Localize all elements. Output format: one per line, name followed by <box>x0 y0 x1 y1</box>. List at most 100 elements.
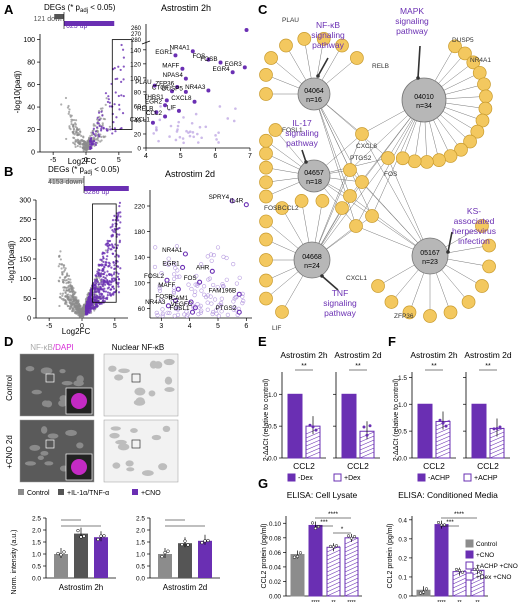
volcano-point-sig <box>113 103 116 106</box>
gene-point <box>182 251 188 257</box>
bar-hatch <box>326 565 341 573</box>
d-micrographs <box>19 353 179 483</box>
bar-hatch <box>470 581 485 589</box>
zoom-bg-point <box>173 265 178 271</box>
zoom-bg-point <box>173 306 179 312</box>
zoom-bg-point <box>200 136 203 140</box>
volcano-point <box>72 128 76 131</box>
gene-label: FAM196B <box>209 287 237 294</box>
volcano-point <box>97 110 101 113</box>
volcano-point-sig <box>101 255 105 258</box>
volcano-point-sig <box>102 297 105 300</box>
bar-hatch <box>489 435 505 443</box>
volcano-point-sig <box>95 126 99 129</box>
zoom-bg-point <box>159 271 164 276</box>
sig-vs-control: ** <box>331 600 336 606</box>
gene-point <box>180 264 186 270</box>
volcano-point <box>70 296 73 299</box>
gene-label: FOSB <box>155 294 172 301</box>
volcano-point-sig <box>94 302 97 306</box>
gene-label: PLAU <box>135 79 152 86</box>
volcano-point-sig <box>96 299 99 302</box>
zoom-bg-point <box>237 275 242 280</box>
gene-node <box>264 51 278 65</box>
data-point <box>424 587 429 591</box>
volcano-point-sig <box>104 277 107 280</box>
zoom-bg-point <box>169 124 173 128</box>
panel-c-network: 04064 n=16 04010 n=34 04657 n=18 04668 n=24 0516… <box>259 17 496 332</box>
x-tick-label: 5 <box>216 323 220 330</box>
volcano-point <box>67 284 70 287</box>
data-point <box>59 553 63 557</box>
volcano-point <box>86 139 89 143</box>
y-tick-label: 0.5 <box>268 424 277 431</box>
gene-node-label: PTGS2 <box>350 155 372 162</box>
hub-id: 04064 <box>304 88 324 95</box>
volcano-point-sig <box>112 280 115 283</box>
gene-node-label: CCL2 <box>282 205 299 212</box>
gene-label: NR4A3 <box>185 84 206 91</box>
data-point <box>495 426 499 430</box>
bar-hatch <box>489 447 505 455</box>
x-tick-label: 5 <box>117 157 121 164</box>
cell-nucleus <box>117 443 130 451</box>
zoom-bg-point <box>209 258 214 263</box>
volcano-point-sig <box>107 245 110 248</box>
y-tick-label: 1.0 <box>398 402 407 409</box>
a-up-label: 623 up <box>66 23 88 30</box>
volcano-point-sig <box>111 219 115 222</box>
gene-node <box>259 160 273 175</box>
cell-nucleus <box>164 376 173 385</box>
volcano-point-sig <box>97 133 100 136</box>
volcano-point-sig <box>107 98 110 101</box>
volcano-point-sig <box>102 268 105 271</box>
volcano-point-sig <box>118 103 121 106</box>
cell-nucleus <box>40 450 49 456</box>
volcano-point-sig <box>108 105 112 108</box>
panel-d: NF-κB/DAPI Nuclear NF-κB Control +CNO 2d… <box>5 343 220 594</box>
zoom-bg-point <box>182 116 185 119</box>
volcano-point-sig <box>106 251 109 254</box>
gene-label: NPAS4 <box>163 72 184 79</box>
volcano-point <box>68 307 71 310</box>
zoom-bg-point <box>187 131 190 134</box>
gene-node <box>407 154 422 169</box>
gene-node <box>335 38 349 53</box>
data-point <box>349 536 354 540</box>
zoom-bg-point <box>194 112 198 116</box>
volcano-point-sig <box>116 217 119 220</box>
sig-vs-control: ** <box>475 600 480 606</box>
volcano-point <box>80 143 84 146</box>
gene-point <box>180 66 185 71</box>
volcano-point <box>74 143 77 146</box>
y-tick-label: 20 <box>134 131 142 138</box>
x-tick-label: 5 <box>113 323 117 330</box>
y-tick-label: 1.0 <box>136 552 145 559</box>
gene-point <box>150 120 155 125</box>
volcano-point <box>94 124 97 127</box>
zoom-bg-point <box>174 244 179 249</box>
volcano-point-sig <box>92 140 96 143</box>
panel-b: DEGs (* padj < 0.05) 4153 down 5286 up -… <box>7 165 252 336</box>
volcano-point <box>108 125 112 128</box>
gene-node <box>443 305 458 320</box>
gene-node <box>259 273 273 288</box>
y-tick-label: 20 <box>27 127 35 134</box>
bar <box>54 554 68 578</box>
bar-hatch <box>305 451 321 459</box>
bar-hatch <box>452 577 467 585</box>
volcano-point-sig <box>97 288 100 291</box>
zoom-bg-point <box>195 302 200 307</box>
gene-node <box>259 67 273 82</box>
data-point <box>460 570 465 574</box>
volcano-point-sig <box>102 273 106 276</box>
y-tick-label: 0.04 <box>269 564 282 571</box>
volcano-point-sig <box>118 201 122 204</box>
bar-hatch <box>452 581 467 589</box>
gene-label: FOSB <box>200 56 217 63</box>
bar-hatch <box>359 439 375 447</box>
volcano-point <box>57 265 60 268</box>
volcano-point <box>80 313 83 316</box>
bar <box>341 393 357 459</box>
y-axis-title: 2-ΔΔCt (relative to control) <box>263 379 270 462</box>
